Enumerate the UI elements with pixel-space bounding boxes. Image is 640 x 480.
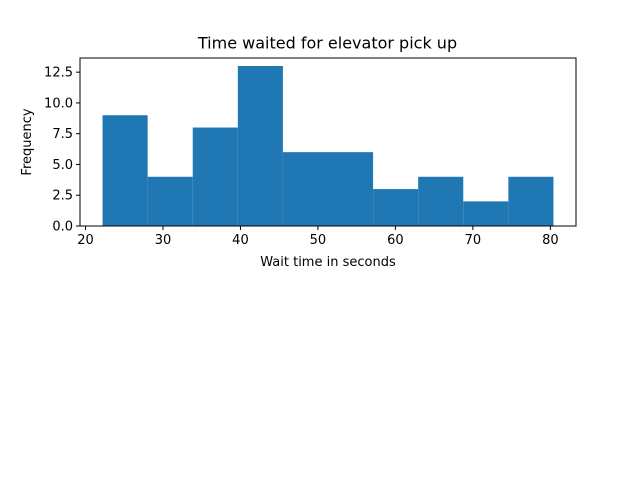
x-axis-label: Wait time in seconds — [260, 255, 396, 270]
y-axis-ticks: 0.0 2.5 5.0 7.5 10.0 12.5 — [44, 66, 80, 235]
x-tick-label: 80 — [542, 233, 559, 248]
histogram-bar — [192, 127, 238, 226]
x-tick-label: 50 — [310, 233, 327, 248]
chart-title: Time waited for elevator pick up — [197, 34, 457, 53]
histogram-bar — [463, 201, 509, 226]
x-axis-ticks: 20 30 40 50 60 70 80 — [77, 226, 559, 248]
histogram-bar — [418, 176, 464, 226]
histogram-bar — [147, 176, 193, 226]
histogram-bar — [508, 176, 554, 226]
bars-layer — [102, 66, 554, 226]
y-tick-label: 0.0 — [52, 220, 73, 235]
histogram-bar — [373, 189, 419, 226]
y-tick-label: 5.0 — [52, 158, 73, 173]
histogram-bar — [282, 152, 328, 226]
histogram-bar — [102, 115, 148, 226]
x-tick-label: 70 — [465, 233, 482, 248]
y-tick-label: 12.5 — [44, 66, 73, 81]
y-tick-label: 10.0 — [44, 96, 73, 111]
x-tick-label: 20 — [77, 233, 94, 248]
y-tick-label: 2.5 — [52, 189, 73, 204]
y-axis-label: Frequency — [20, 108, 35, 175]
histogram-bar — [237, 66, 283, 226]
x-tick-label: 60 — [387, 233, 404, 248]
y-tick-label: 7.5 — [52, 127, 73, 142]
histogram-bar — [328, 152, 374, 226]
plot-frame — [79, 57, 577, 227]
x-tick-label: 40 — [232, 233, 249, 248]
x-tick-label: 30 — [155, 233, 172, 248]
